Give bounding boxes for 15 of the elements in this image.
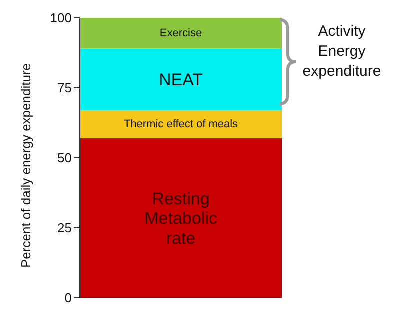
bar (80, 138, 282, 298)
y-tick-label: 75 (58, 80, 72, 96)
bar (80, 48, 282, 110)
series-label: NEAT (158, 70, 204, 90)
text: Activity Energy expenditure (302, 22, 382, 82)
series-label: Resting Metabolic rate (144, 189, 218, 248)
bar (80, 18, 282, 49)
series-label: Thermic effect of meals (124, 118, 239, 130)
y-axis-title: Percent of daily energy expenditure (18, 63, 34, 268)
y-tick-label: 25 (58, 220, 72, 236)
bar (80, 110, 282, 138)
y-tick-label: 100 (50, 10, 72, 26)
y-tick-label: 0 (64, 290, 72, 306)
series-label: Exercise (160, 27, 202, 40)
y-tick-label: 50 (58, 150, 72, 166)
